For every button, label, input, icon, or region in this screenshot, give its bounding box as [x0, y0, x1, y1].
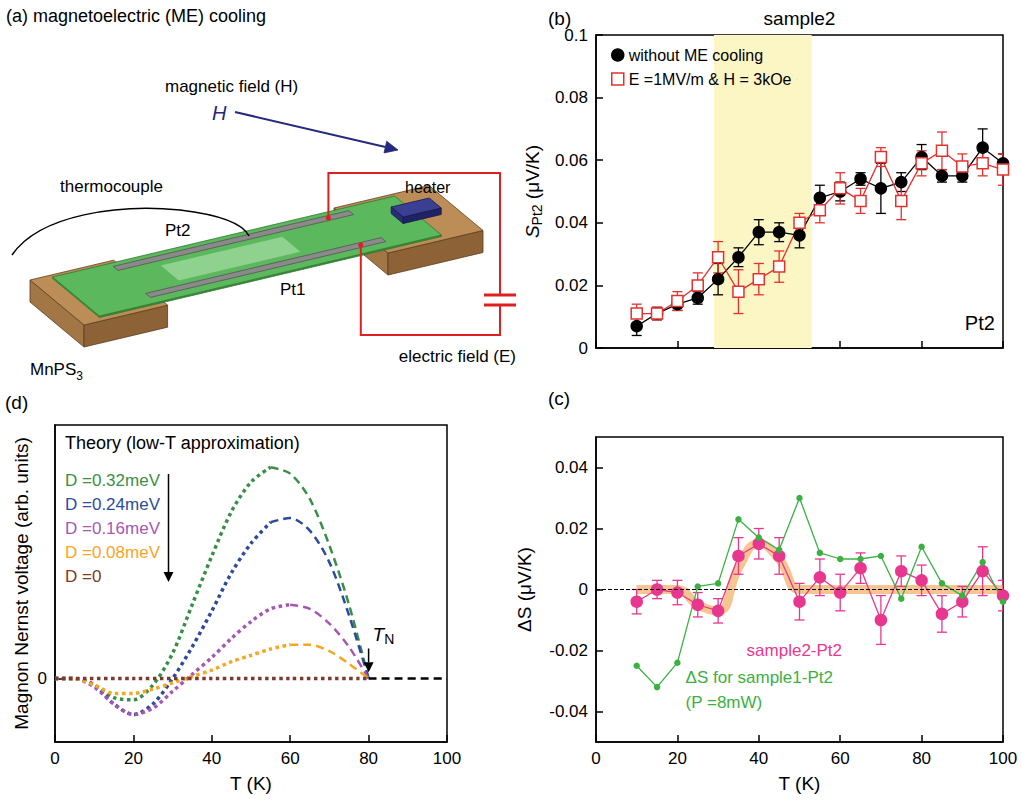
svg-text:(d): (d) [5, 392, 28, 413]
svg-text:0: 0 [50, 749, 59, 768]
svg-text:ΔS (μV/K): ΔS (μV/K) [514, 547, 535, 632]
svg-text:-0.04: -0.04 [549, 702, 588, 721]
svg-text:(c): (c) [548, 388, 570, 409]
svg-text:thermocouple: thermocouple [60, 177, 163, 196]
svg-text:80: 80 [912, 749, 931, 768]
svg-text:40: 40 [749, 749, 768, 768]
svg-text:-0.02: -0.02 [549, 641, 588, 660]
svg-text:D =0.16meV: D =0.16meV [65, 519, 161, 538]
svg-text:0.04: 0.04 [555, 213, 588, 232]
svg-text:0.04: 0.04 [555, 458, 588, 477]
svg-text:Magnon Nernst voltage (arb. un: Magnon Nernst voltage (arb. units) [11, 437, 32, 730]
svg-text:Pt2: Pt2 [165, 221, 191, 240]
svg-text:0.02: 0.02 [555, 276, 588, 295]
svg-text:Pt2: Pt2 [529, 204, 545, 225]
svg-text:heater: heater [405, 179, 451, 196]
svg-text:D =0.08meV: D =0.08meV [65, 543, 161, 562]
svg-text:N: N [384, 631, 394, 647]
svg-text:0: 0 [591, 749, 600, 768]
svg-text:0: 0 [38, 669, 47, 688]
svg-text:(b): (b) [548, 8, 571, 29]
svg-text:(a) magnetoelectric (ME) cooli: (a) magnetoelectric (ME) cooling [6, 6, 266, 26]
svg-text:T: T [372, 624, 385, 645]
svg-text:100: 100 [989, 749, 1017, 768]
svg-text:0: 0 [579, 339, 588, 358]
svg-text:electric field (E): electric field (E) [399, 347, 516, 366]
svg-text:D =0.32meV: D =0.32meV [65, 471, 161, 490]
svg-text:Pt2: Pt2 [965, 312, 995, 334]
svg-text:D =0: D =0 [65, 567, 101, 586]
svg-text:E =1MV/m & H = 3kOe: E =1MV/m & H = 3kOe [629, 71, 792, 88]
svg-text:S: S [522, 225, 543, 238]
svg-text:60: 60 [831, 749, 850, 768]
svg-text:20: 20 [124, 749, 143, 768]
svg-text:(μV/K): (μV/K) [522, 145, 543, 205]
svg-text:40: 40 [202, 749, 221, 768]
svg-text:Theory (low-T approximation): Theory (low-T approximation) [65, 433, 300, 453]
svg-text:sample2-Pt2: sample2-Pt2 [747, 641, 842, 660]
svg-text:D =0.24meV: D =0.24meV [65, 495, 161, 514]
svg-text:H: H [212, 102, 227, 124]
svg-text:ΔS for sample1-Pt2: ΔS for sample1-Pt2 [686, 668, 833, 687]
svg-text:(P =8mW): (P =8mW) [686, 693, 763, 712]
svg-text:T (K): T (K) [779, 773, 821, 794]
svg-text:100: 100 [433, 749, 461, 768]
svg-text:Pt1: Pt1 [280, 280, 306, 299]
svg-text:0.08: 0.08 [555, 88, 588, 107]
svg-text:80: 80 [359, 749, 378, 768]
svg-text:sample2: sample2 [764, 8, 836, 29]
svg-text:without ME cooling: without ME cooling [628, 47, 763, 64]
svg-text:T (K): T (K) [230, 773, 272, 794]
svg-text:60: 60 [281, 749, 300, 768]
svg-text:0.06: 0.06 [555, 151, 588, 170]
svg-text:0.1: 0.1 [564, 25, 588, 45]
svg-text:magnetic field (H): magnetic field (H) [165, 77, 298, 96]
svg-text:20: 20 [668, 749, 687, 768]
svg-text:0: 0 [579, 580, 588, 599]
svg-text:MnPS3: MnPS3 [30, 360, 83, 383]
svg-text:0.02: 0.02 [555, 519, 588, 538]
